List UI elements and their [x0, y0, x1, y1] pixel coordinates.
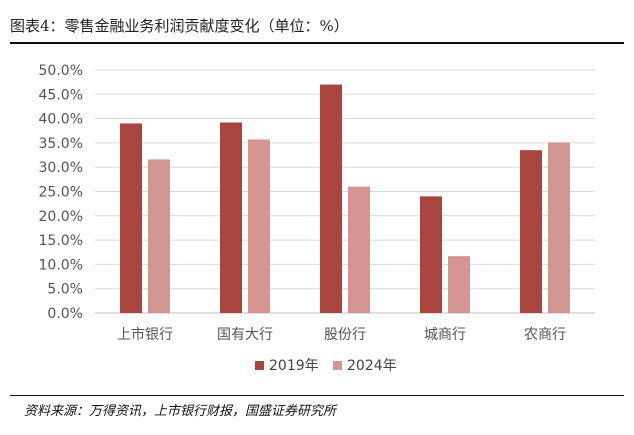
y-tick-label: 20.0% [39, 209, 83, 225]
y-tick-label: 35.0% [39, 136, 83, 152]
source-rule [10, 395, 624, 396]
bar-2019年 [120, 123, 142, 314]
y-tick-label: 50.0% [39, 63, 83, 79]
x-axis-ticks: 上市银行 国有大行 股份行 城商行 农商行 [117, 326, 566, 343]
bar-2024年 [448, 256, 470, 313]
bar-2024年 [348, 186, 370, 313]
y-tick-label: 10.0% [39, 257, 83, 273]
x-tick-label: 国有大行 [217, 327, 273, 343]
legend-swatch [333, 361, 342, 370]
legend: 2019年 2024年 [255, 358, 397, 374]
bar-2019年 [320, 84, 342, 313]
y-tick-label: 40.0% [39, 112, 83, 128]
y-tick-label: 25.0% [39, 185, 83, 201]
y-tick-label: 45.0% [39, 87, 83, 103]
chart-title: 图表4：零售金融业务利润贡献度变化（单位：%） [10, 17, 349, 35]
bar-2019年 [220, 122, 242, 313]
bars [120, 84, 570, 314]
legend-swatch [255, 361, 264, 370]
bar-chart: 0.0% 5.0% 10.0% 15.0% 20.0% 25.0% 30.0% 35.0% 40… [39, 63, 595, 374]
bar-2024年 [248, 139, 270, 313]
bar-2024年 [548, 142, 570, 313]
x-tick-label: 城商行 [424, 327, 466, 343]
y-tick-label: 0.0% [47, 306, 83, 322]
bar-2019年 [520, 150, 542, 313]
x-tick-label: 上市银行 [117, 326, 173, 343]
x-tick-label: 股份行 [324, 327, 366, 343]
legend-label: 2019年 [269, 358, 319, 374]
source-note: 资料来源：万得资讯，上市银行财报，国盛证券研究所 [24, 404, 337, 419]
legend-label: 2024年 [347, 358, 397, 374]
y-axis-ticks: 0.0% 5.0% 10.0% 15.0% 20.0% 25.0% 30.0% 35.0% 40… [39, 63, 83, 322]
y-tick-label: 30.0% [39, 160, 83, 176]
y-tick-label: 5.0% [47, 282, 83, 298]
x-tick-label: 农商行 [524, 327, 566, 343]
gridlines [95, 69, 595, 314]
title-rule [10, 42, 624, 44]
bar-2024年 [148, 159, 170, 313]
bar-2019年 [420, 196, 442, 313]
y-tick-label: 15.0% [39, 233, 83, 249]
